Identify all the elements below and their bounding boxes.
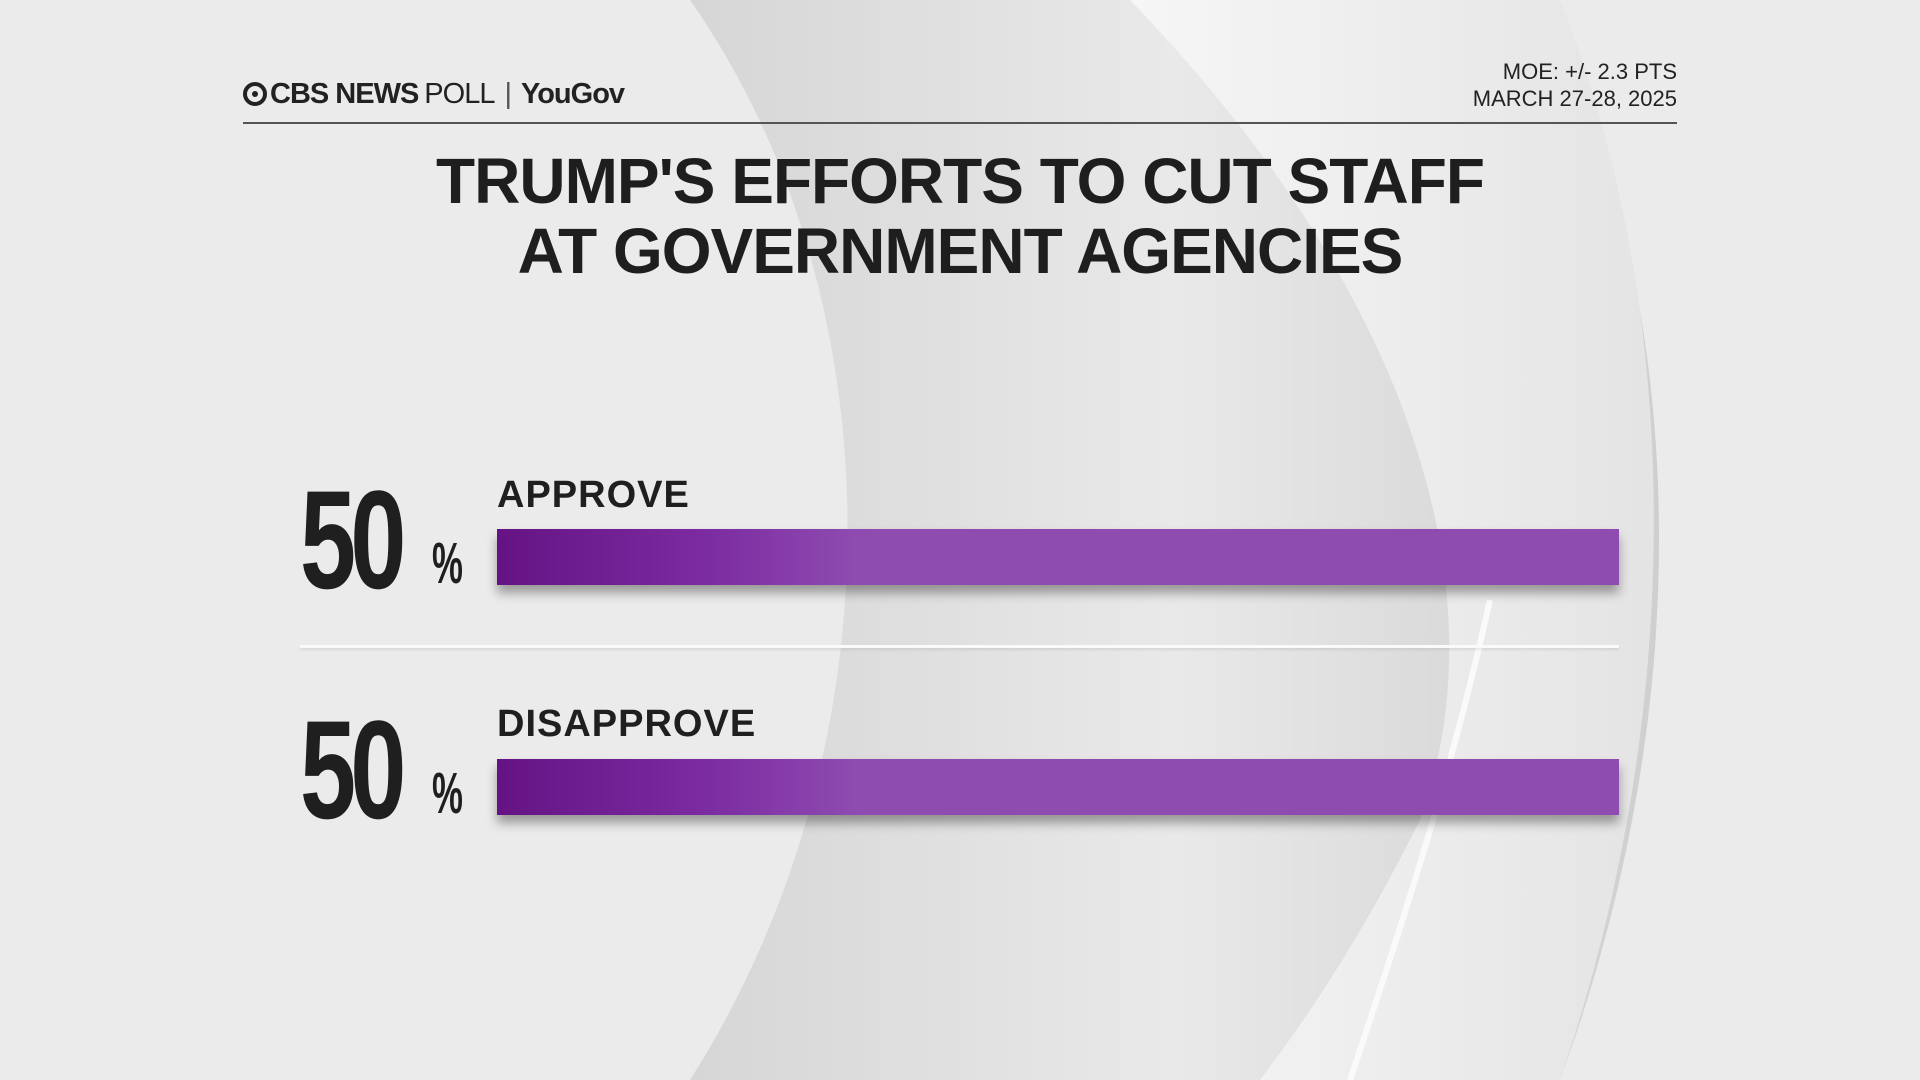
percent-sign-approve: %: [432, 531, 463, 596]
percent-sign-disapprove: %: [432, 761, 463, 826]
value-label-approve: 50: [300, 461, 406, 618]
value-label-disapprove: 50: [300, 691, 406, 848]
logo-separator: |: [504, 77, 512, 110]
margin-of-error: MOE: +/- 2.3 PTS: [1502, 59, 1677, 84]
partner-name: YouGov: [521, 77, 625, 110]
title-line-2: AT GOVERNMENT AGENCIES: [517, 215, 1404, 287]
cbs-eye-icon: [243, 82, 267, 106]
bar-track-approve: [497, 529, 1619, 585]
bar-approve: [497, 529, 1619, 585]
bar-track-disapprove: [497, 759, 1619, 815]
row-divider: [300, 645, 1619, 648]
title-line-1: TRUMP'S EFFORTS TO CUT STAFF: [436, 145, 1485, 217]
header-rule: [243, 122, 1677, 124]
cbs-yougov-logo: CBS NEWS POLL | YouGov: [243, 77, 625, 110]
poll-dates: MARCH 27-28, 2025: [1472, 86, 1677, 111]
brand-suffix: POLL: [424, 77, 495, 110]
category-label-disapprove: DISAPPROVE: [497, 703, 757, 745]
brand-name: CBS NEWS: [270, 77, 419, 110]
chart-title: TRUMP'S EFFORTS TO CUT STAFF AT GOVERNME…: [0, 146, 1920, 286]
poll-meta: MOE: +/- 2.3 PTS MARCH 27-28, 2025: [1473, 58, 1677, 112]
bar-disapprove: [497, 759, 1619, 815]
category-label-approve: APPROVE: [497, 474, 690, 516]
